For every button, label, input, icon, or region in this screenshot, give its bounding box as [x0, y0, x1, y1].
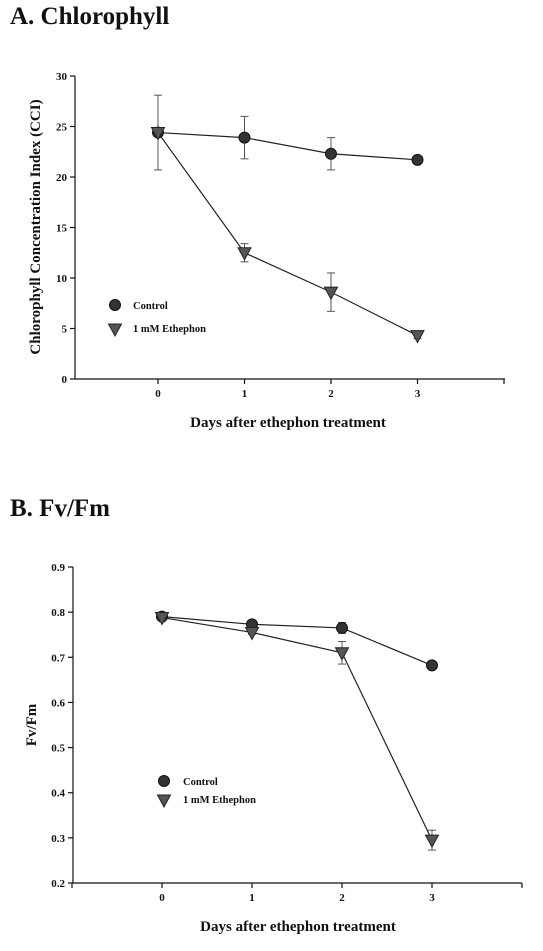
panel-a-point-control — [238, 131, 251, 144]
panel-a-x-tick-label: 2 — [328, 388, 334, 400]
panel-a-y-tick-label: 10 — [56, 273, 68, 285]
panel-a-point-ethephon — [323, 286, 339, 301]
panel-a-legend-ethephon-label: 1 mM Ethephon — [133, 324, 206, 335]
panel-b-point-ethephon — [424, 834, 440, 849]
panel-b-title: B. Fv/Fm — [10, 495, 110, 522]
panel-a-series-line — [157, 131, 418, 161]
panel-a-x-tick-label: 0 — [155, 388, 161, 400]
panel-b-y-axis-label: Fv/Fm — [24, 703, 40, 746]
panel-b-axes: 0.2 0.3 0.4 0.5 0.6 0.7 0.8 0.9 0 1 2 3 — [51, 562, 523, 904]
panel-b-y-tick-label: 0.2 — [51, 878, 65, 890]
panel-b-x-tick-label: 1 — [249, 892, 255, 904]
panel-a-y-tick-label: 20 — [56, 172, 68, 184]
panel-a-y-tick-label: 15 — [56, 223, 68, 235]
panel-b-legend-control-marker — [158, 775, 170, 787]
panel-a-y-tick-label: 5 — [62, 324, 68, 336]
panel-a-chlorophyll: A. Chlorophyll 0 5 10 15 20 25 30 0 1 2 3 Days aft… — [10, 3, 505, 431]
panel-a-point-ethephon — [237, 247, 252, 261]
panel-a-x-axis-label: Days after ethephon treatment — [190, 415, 386, 431]
panel-a-plot-area — [150, 94, 425, 344]
panel-b-point-ethephon — [244, 626, 260, 641]
panel-b-plot-area — [154, 610, 440, 851]
panel-b-series-line — [161, 616, 433, 841]
panel-a-x-tick-label: 1 — [242, 388, 248, 400]
panel-a-point-control — [325, 147, 337, 160]
panel-a-y-axis-label: Chlorophyll Concentration Index (CCI) — [28, 99, 44, 354]
panel-a-y-tick-label: 25 — [56, 122, 68, 134]
panel-b-y-tick-label: 0.4 — [51, 788, 65, 800]
panel-a-legend-control-label: Control — [133, 301, 168, 312]
panel-b-x-tick-label: 0 — [159, 892, 165, 904]
panel-a-x-tick-label: 3 — [415, 388, 421, 400]
panel-b-x-tick-label: 3 — [429, 892, 435, 904]
panel-b-point-control — [426, 659, 438, 672]
panel-a-series-ethephon — [150, 94, 425, 344]
panel-a-title: A. Chlorophyll — [10, 3, 169, 30]
panel-a-legend-ethephon-marker — [107, 323, 123, 338]
panel-b-y-tick-label: 0.9 — [51, 562, 65, 574]
panel-b-x-axis-label: Days after ethephon treatment — [200, 919, 396, 935]
panel-a-y-tick-label: 30 — [56, 71, 68, 83]
panel-b-point-ethephon — [334, 647, 350, 661]
panel-a-legend-control-marker — [109, 299, 121, 311]
panel-b-point-ethephon — [154, 612, 170, 626]
panel-b-y-tick-label: 0.7 — [51, 652, 65, 664]
panel-a-axes: 0 5 10 15 20 25 30 0 1 2 3 — [56, 71, 505, 400]
panel-a-legend: Control 1 mM Ethephon — [107, 299, 206, 338]
panel-b-y-tick-label: 0.6 — [51, 697, 65, 709]
panel-a-point-ethephon — [410, 330, 425, 344]
panel-a-point-ethephon — [150, 127, 166, 141]
panel-b-x-tick-label: 2 — [339, 892, 345, 904]
panel-b-series-line — [161, 616, 433, 666]
panel-b-legend-ethephon-marker — [156, 794, 172, 809]
panel-b-fvfm: B. Fv/Fm 0.2 0.3 0.4 0.5 0.6 0.7 0.8 0.9 0 1 2 3 Da… — [10, 495, 523, 935]
panel-b-series-ethephon — [154, 612, 440, 851]
panel-b-point-control — [336, 621, 348, 634]
panel-b-legend: Control 1 mM Ethephon — [156, 775, 256, 809]
panel-b-y-tick-label: 0.8 — [51, 607, 65, 619]
panel-b-y-tick-label: 0.5 — [51, 743, 65, 755]
panel-a-series-line — [157, 132, 418, 337]
panel-b-legend-ethephon-label: 1 mM Ethephon — [183, 795, 256, 806]
panel-a-point-control — [411, 153, 424, 166]
panel-b-series-control — [156, 610, 438, 672]
panel-b-legend-control-label: Control — [183, 777, 218, 788]
panel-a-y-tick-label: 0 — [62, 374, 68, 386]
panel-b-y-tick-label: 0.3 — [51, 833, 65, 845]
panel-a-series-control — [152, 115, 424, 171]
